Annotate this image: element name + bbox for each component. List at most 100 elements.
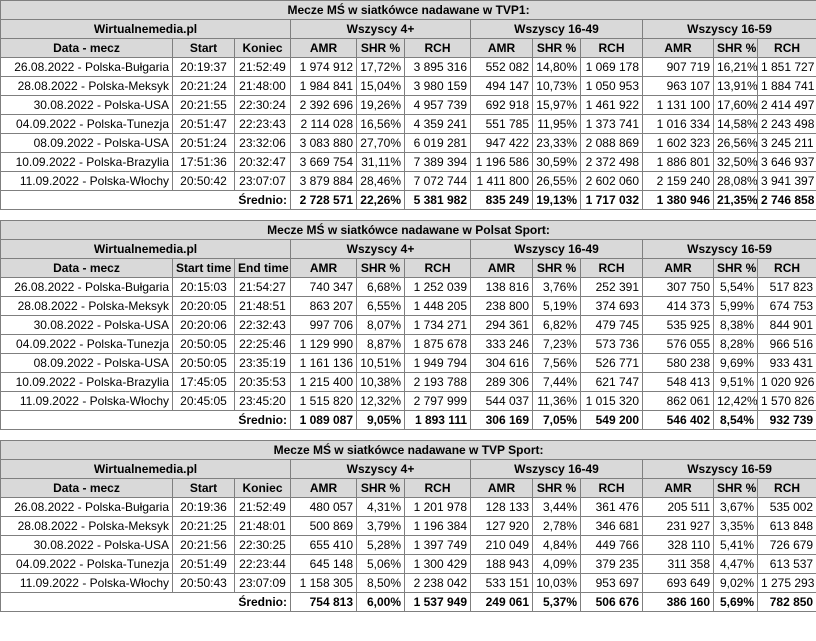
cell: 1 515 820 xyxy=(290,391,357,411)
cell: 361 476 xyxy=(580,497,643,517)
column-header: Start xyxy=(172,38,235,58)
cell: 1 050 953 xyxy=(580,76,643,96)
column-header: RCH xyxy=(580,478,643,498)
data-row: 30.08.2022 - Polska-USA 20:21:55 22:30:24 2… xyxy=(0,95,816,115)
cell: 966 516 xyxy=(756,334,816,354)
cell: 2,78% xyxy=(532,516,581,536)
column-header: End time xyxy=(234,258,291,278)
cell: 5,99% xyxy=(713,296,758,316)
cell: 4 957 739 xyxy=(404,95,471,115)
cell: 28.08.2022 - Polska-Meksyk xyxy=(0,516,173,536)
cell: 20:20:05 xyxy=(172,296,235,316)
brand: Wirtualnemedia.pl xyxy=(0,459,291,479)
cell: 1 129 990 xyxy=(290,334,357,354)
cell: 4 359 241 xyxy=(404,114,471,134)
average-cell: 782 850 xyxy=(756,592,816,612)
cell: 907 719 xyxy=(642,57,714,77)
data-row: 11.09.2022 - Polska-Włochy 20:50:43 23:07:… xyxy=(0,573,816,593)
column-header: RCH xyxy=(756,38,816,58)
column-header: RCH xyxy=(404,258,471,278)
title-row: Mecze MŚ w siatkówce nadawane w TVP Spor… xyxy=(0,440,816,460)
cell: 963 107 xyxy=(642,76,714,96)
cell: 311 358 xyxy=(642,554,714,574)
cell: 16,21% xyxy=(713,57,758,77)
cell: 726 679 xyxy=(756,535,816,555)
group-header: Wszyscy 16-49 xyxy=(470,19,643,39)
average-cell: 835 249 xyxy=(470,190,533,210)
cell: 10,73% xyxy=(532,76,581,96)
cell: 374 693 xyxy=(580,296,643,316)
cell: 1 300 429 xyxy=(404,554,471,574)
cell: 5,19% xyxy=(532,296,581,316)
cell: 21:52:49 xyxy=(234,57,291,77)
cell: 5,06% xyxy=(356,554,405,574)
cell: 3 879 884 xyxy=(290,171,357,191)
cell: 10,51% xyxy=(356,353,405,373)
column-header: SHR % xyxy=(713,478,758,498)
cell: 449 766 xyxy=(580,535,643,555)
cell: 4,47% xyxy=(713,554,758,574)
cell: 2 159 240 xyxy=(642,171,714,191)
cell: 1 602 323 xyxy=(642,133,714,153)
cell: 21:54:27 xyxy=(234,277,291,297)
cell: 17:51:36 xyxy=(172,152,235,172)
column-header: SHR % xyxy=(713,258,758,278)
cell: 3 245 211 xyxy=(756,133,816,153)
group-header: Wszyscy 16-49 xyxy=(470,239,643,259)
cell: 5,54% xyxy=(713,277,758,297)
column-header: AMR xyxy=(470,38,533,58)
cell: 21:52:49 xyxy=(234,497,291,517)
column-header: Data - mecz xyxy=(0,258,173,278)
cell: 23:35:19 xyxy=(234,353,291,373)
cell: 551 785 xyxy=(470,114,533,134)
column-header: RCH xyxy=(756,478,816,498)
cell: 21:48:51 xyxy=(234,296,291,316)
cell: 2 193 788 xyxy=(404,372,471,392)
cell: 7 072 744 xyxy=(404,171,471,191)
page: Mecze MŚ w siatkówce nadawane w TVP1: Wir… xyxy=(0,0,816,612)
cell: 28,08% xyxy=(713,171,758,191)
cell: 500 869 xyxy=(290,516,357,536)
average-row: Średnio: 754 813 6,00% 1 537 949 249 061 5,37… xyxy=(0,592,816,612)
average-cell: 549 200 xyxy=(580,410,643,430)
cell: 26,56% xyxy=(713,133,758,153)
average-label: Średnio: xyxy=(0,592,291,612)
cell: 20:51:24 xyxy=(172,133,235,153)
cell: 20:50:05 xyxy=(172,334,235,354)
brand: Wirtualnemedia.pl xyxy=(0,19,291,39)
group-row: Wirtualnemedia.pl Wszyscy 4+ Wszyscy 16-49… xyxy=(0,239,816,259)
cell: 548 413 xyxy=(642,372,714,392)
cell: 552 082 xyxy=(470,57,533,77)
cell: 1 373 741 xyxy=(580,114,643,134)
data-row: 30.08.2022 - Polska-USA 20:20:06 22:32:43 9… xyxy=(0,315,816,335)
column-header: AMR xyxy=(290,38,357,58)
cell: 28,46% xyxy=(356,171,405,191)
cell: 1 884 741 xyxy=(756,76,816,96)
cell: 4,31% xyxy=(356,497,405,517)
cell: 11.09.2022 - Polska-Włochy xyxy=(0,391,173,411)
column-header: Start xyxy=(172,478,235,498)
cell: 1 448 205 xyxy=(404,296,471,316)
average-cell: 249 061 xyxy=(470,592,533,612)
data-row: 26.08.2022 - Polska-Bułgaria 20:15:03 21:5… xyxy=(0,277,816,297)
average-cell: 6,00% xyxy=(356,592,405,612)
table-title: Mecze MŚ w siatkówce nadawane w TVP Spor… xyxy=(0,440,816,460)
cell: 26.08.2022 - Polska-Bułgaria xyxy=(0,57,173,77)
cell: 20:50:05 xyxy=(172,353,235,373)
data-row: 08.09.2022 - Polska-USA 20:50:05 23:35:19 1… xyxy=(0,353,816,373)
cell: 10.09.2022 - Polska-Brazylia xyxy=(0,152,173,172)
cell: 480 057 xyxy=(290,497,357,517)
cell: 2 088 869 xyxy=(580,133,643,153)
table-title: Mecze MŚ w siatkówce nadawane w Polsat S… xyxy=(0,220,816,240)
cell: 613 537 xyxy=(756,554,816,574)
average-label: Średnio: xyxy=(0,190,291,210)
cell: 21:48:01 xyxy=(234,516,291,536)
cell: 533 151 xyxy=(470,573,533,593)
cell: 414 373 xyxy=(642,296,714,316)
average-cell: 19,13% xyxy=(532,190,581,210)
cell: 1 215 400 xyxy=(290,372,357,392)
cell: 17,60% xyxy=(713,95,758,115)
cell: 16,56% xyxy=(356,114,405,134)
cell: 22:32:43 xyxy=(234,315,291,335)
cell: 9,51% xyxy=(713,372,758,392)
